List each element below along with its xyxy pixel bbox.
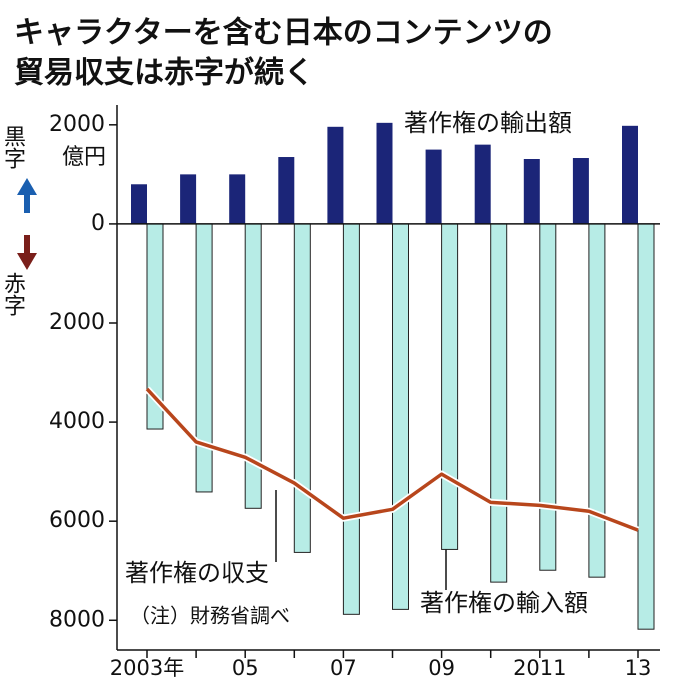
bar — [376, 122, 393, 224]
x-tick-label: 09 — [428, 656, 455, 680]
bar — [392, 223, 409, 610]
x-tick-label: 2003年 — [110, 656, 184, 680]
y-tick-label: 8000 — [49, 607, 105, 632]
bar — [572, 158, 589, 224]
bar — [342, 223, 360, 615]
bar — [539, 223, 557, 571]
bar — [523, 159, 540, 224]
unit-label: 億円 — [62, 145, 106, 170]
bar — [229, 174, 246, 224]
bar — [622, 125, 638, 224]
down-arrow — [17, 235, 37, 270]
bar — [293, 223, 311, 553]
y-tick-label: 2000 — [49, 310, 105, 335]
deficit-label: 赤字 — [0, 272, 26, 316]
surplus-label: 黒字 — [0, 125, 25, 169]
bar — [637, 223, 655, 630]
up-arrow — [17, 178, 37, 213]
x-tick-label: 2011 — [513, 656, 566, 680]
x-tick-label: 13 — [625, 656, 652, 680]
series-label: 著作権の収支 — [125, 559, 269, 587]
y-tick-label: 0 — [91, 211, 105, 236]
chart-title: 貿易収支は赤字が続く — [14, 56, 314, 91]
bar — [490, 223, 508, 583]
bar — [278, 157, 295, 224]
bar — [180, 174, 197, 224]
bar — [425, 149, 442, 224]
y-tick-label: 2000 — [49, 112, 105, 137]
bar — [327, 126, 344, 224]
bar — [441, 223, 459, 550]
y-tick-label: 6000 — [49, 508, 105, 533]
bar — [474, 144, 491, 224]
x-tick-label: 05 — [232, 656, 259, 680]
bar — [588, 223, 606, 578]
note: （注）財務省調べ — [130, 604, 290, 628]
series-label: 著作権の輸入額 — [420, 589, 588, 617]
y-tick-label: 4000 — [49, 409, 105, 434]
chart-title: キャラクターを含む日本のコンテンツの — [14, 16, 553, 51]
bar — [195, 223, 213, 493]
x-tick-label: 07 — [330, 656, 357, 680]
series-label: 著作権の輸出額 — [404, 109, 572, 137]
line — [145, 387, 639, 532]
bar — [131, 184, 147, 224]
